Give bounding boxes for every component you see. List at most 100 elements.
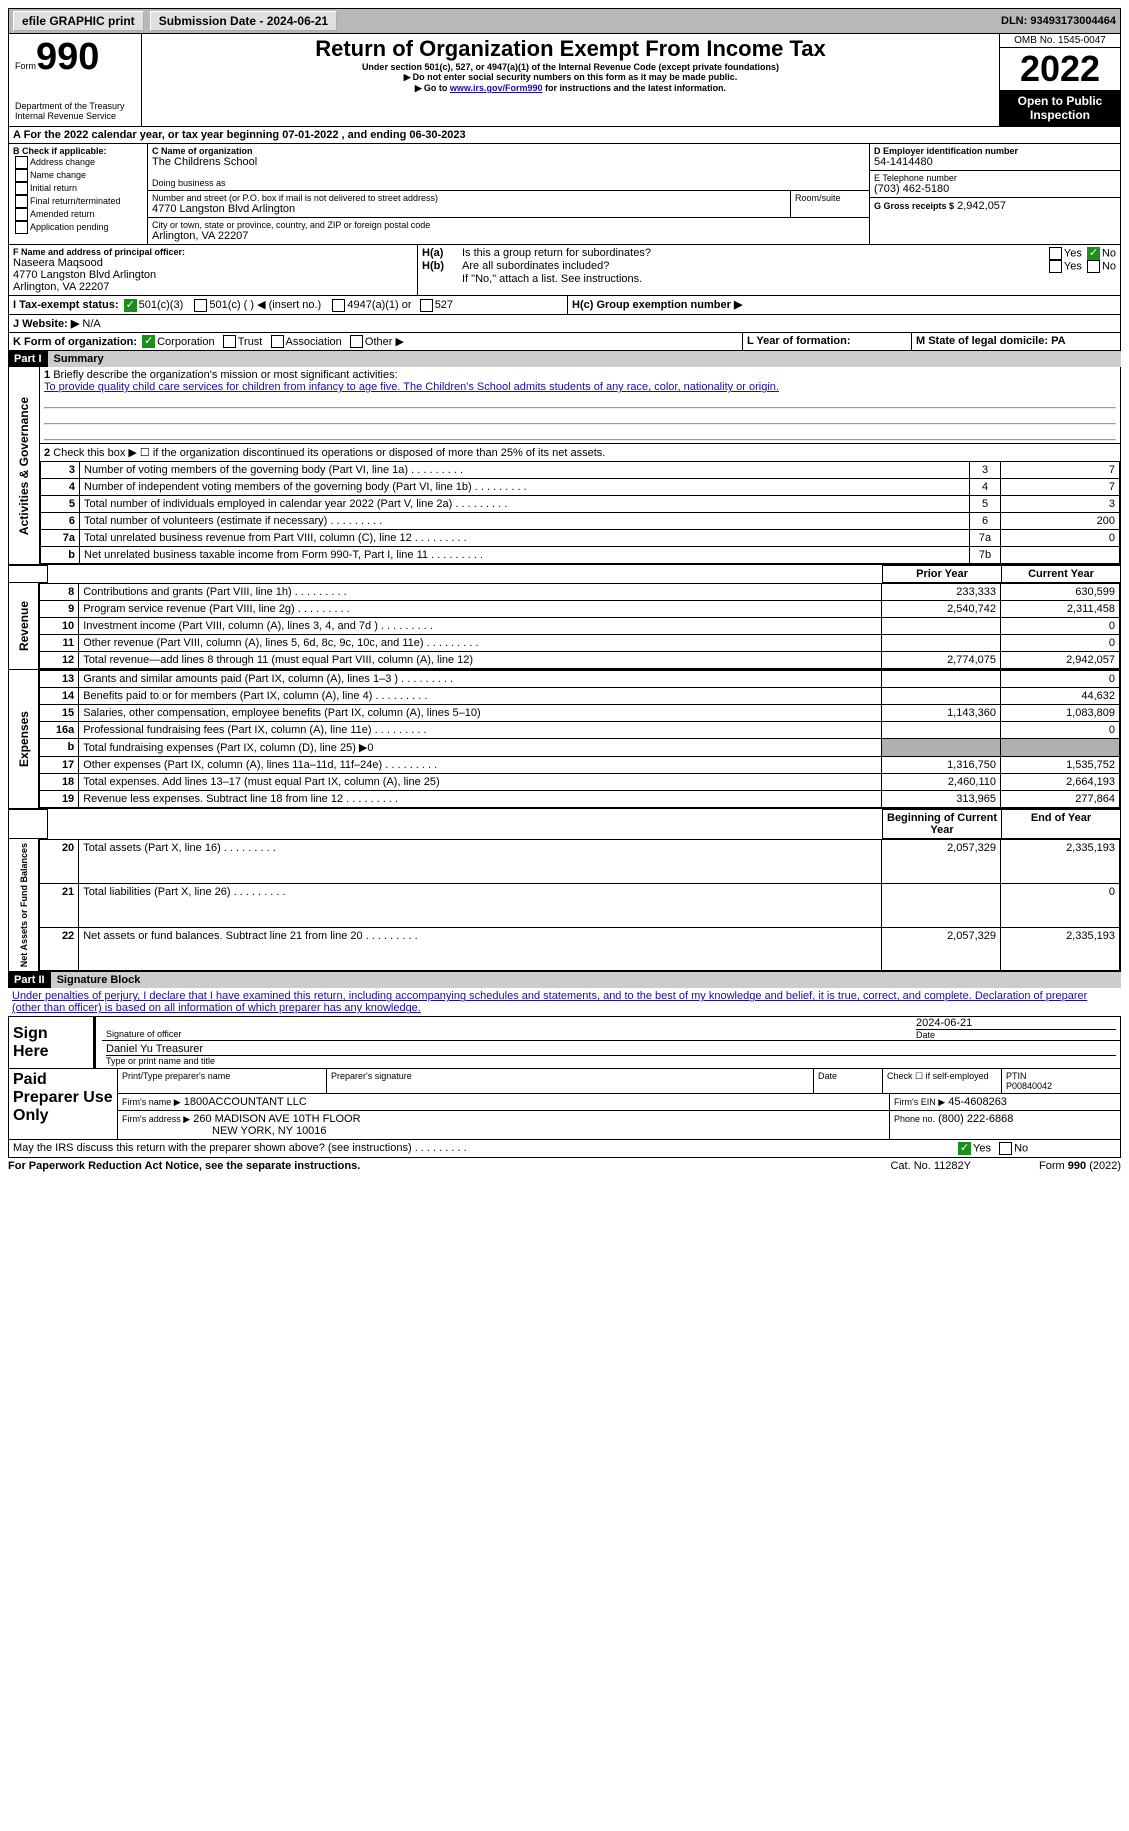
address-change-checkbox[interactable] — [15, 156, 28, 169]
line1-label: Briefly describe the organization's miss… — [53, 369, 397, 381]
omb-number: OMB No. 1545-0047 — [1000, 34, 1120, 48]
room-suite-label: Room/suite — [791, 191, 869, 217]
dba-label: Doing business as — [152, 178, 865, 188]
current-year-header: Current Year — [1002, 566, 1121, 583]
footer-mid: Cat. No. 11282Y — [890, 1160, 971, 1172]
part2-title: Signature Block — [51, 972, 1121, 988]
hb-no-checkbox[interactable] — [1087, 260, 1100, 273]
initial-return-checkbox[interactable] — [15, 182, 28, 195]
final-return-checkbox[interactable] — [15, 195, 28, 208]
goto-prefix: Go to — [415, 83, 450, 93]
firm-ein-label: Firm's EIN ▶ — [894, 1097, 945, 1107]
section-activities-label: Activities & Governance — [15, 393, 33, 539]
discuss-question: May the IRS discuss this return with the… — [9, 1140, 952, 1157]
sig-officer-label: Signature of officer — [106, 1029, 908, 1039]
trust-checkbox[interactable] — [223, 335, 236, 348]
officer-name: Naseera Maqsood — [13, 257, 413, 269]
governance-table: 3Number of voting members of the governi… — [40, 461, 1120, 564]
perjury-statement: Under penalties of perjury, I declare th… — [8, 988, 1121, 1016]
officer-address: 4770 Langston Blvd Arlington Arlington, … — [13, 269, 413, 293]
ha-yes-checkbox[interactable] — [1049, 247, 1062, 260]
hc-label: H(c) Group exemption number ▶ — [568, 296, 746, 314]
dept-label: Department of the Treasury Internal Reve… — [15, 101, 135, 121]
association-checkbox[interactable] — [271, 335, 284, 348]
ptin-label: PTIN — [1006, 1071, 1116, 1081]
gross-receipts-value: 2,942,057 — [957, 200, 1006, 212]
phone-label: Phone no. — [894, 1114, 935, 1124]
501c-checkbox[interactable] — [194, 299, 207, 312]
amended-return-checkbox[interactable] — [15, 208, 28, 221]
box-h: H(a) Is this a group return for subordin… — [418, 245, 1120, 295]
goto-suffix: for instructions and the latest informat… — [543, 83, 727, 93]
sign-here-label: Sign Here — [9, 1017, 87, 1068]
submission-date-button[interactable]: Submission Date - 2024-06-21 — [150, 11, 337, 31]
box-b-label: B Check if applicable: — [13, 146, 143, 156]
org-name: The Childrens School — [152, 156, 865, 168]
box-g-label: G Gross receipts $ — [874, 201, 954, 211]
firm-addr2: NEW YORK, NY 10016 — [212, 1125, 327, 1137]
box-e-label: E Telephone number — [874, 173, 1116, 183]
firm-name: 1800ACCOUNTANT LLC — [184, 1096, 307, 1108]
box-b: B Check if applicable: Address change Na… — [9, 144, 148, 244]
4947-checkbox[interactable] — [332, 299, 345, 312]
ptin-value: P00840042 — [1006, 1081, 1116, 1091]
sig-date-label: Date — [916, 1029, 1116, 1040]
ha-no-checkbox[interactable] — [1087, 247, 1100, 260]
part1-header: Part I Summary — [8, 351, 1121, 367]
footer-left: For Paperwork Reduction Act Notice, see … — [8, 1160, 890, 1172]
box-c-label: C Name of organization — [152, 146, 865, 156]
discuss-yes-checkbox[interactable] — [958, 1142, 971, 1155]
paid-preparer-label: Paid Preparer Use Only — [9, 1069, 118, 1139]
form-number: 990 — [36, 36, 99, 78]
ssn-warning: Do not enter social security numbers on … — [148, 72, 993, 83]
box-l: L Year of formation: — [743, 333, 912, 351]
firm-ein: 45-4608263 — [948, 1096, 1007, 1108]
part1-label: Part I — [8, 351, 48, 367]
box-i: I Tax-exempt status: 501(c)(3) 501(c) ( … — [9, 296, 568, 314]
discuss-no-checkbox[interactable] — [999, 1142, 1012, 1155]
box-deg: D Employer identification number 54-1414… — [870, 144, 1120, 244]
form-header: Form990 Department of the Treasury Inter… — [8, 34, 1121, 127]
form-subtitle: Under section 501(c), 527, or 4947(a)(1)… — [148, 62, 993, 72]
part1-title: Summary — [48, 351, 1121, 367]
line2-label: Check this box ▶ ☐ if the organization d… — [53, 447, 605, 459]
section-net-label: Net Assets or Fund Balances — [17, 839, 31, 971]
end-year-header: End of Year — [1002, 810, 1121, 839]
box-k: K Form of organization: Corporation Trus… — [9, 333, 743, 351]
form990-link[interactable]: www.irs.gov/Form990 — [450, 83, 543, 93]
preparer-name-label: Print/Type preparer's name — [118, 1069, 327, 1093]
hb-yes-checkbox[interactable] — [1049, 260, 1062, 273]
527-checkbox[interactable] — [420, 299, 433, 312]
part2-header: Part II Signature Block — [8, 972, 1121, 988]
box-c: C Name of organization The Childrens Sch… — [148, 144, 870, 244]
name-change-checkbox[interactable] — [15, 169, 28, 182]
top-toolbar: efile GRAPHIC print Submission Date - 20… — [8, 8, 1121, 34]
box-i-label: I Tax-exempt status: — [13, 299, 119, 311]
sig-date-value: 2024-06-21 — [916, 1017, 1116, 1029]
printed-name-label: Type or print name and title — [106, 1055, 1116, 1066]
form-label: Form — [15, 61, 36, 71]
hb-note: If "No," attach a list. See instructions… — [462, 273, 1116, 285]
preparer-sig-label: Preparer's signature — [327, 1069, 814, 1093]
footer-right: Form 990 (2022) — [971, 1160, 1121, 1172]
self-employed-check[interactable]: Check ☐ if self-employed — [883, 1069, 1002, 1093]
efile-print-button[interactable]: efile GRAPHIC print — [13, 11, 144, 31]
net-assets-table: 20Total assets (Part X, line 16)2,057,32… — [39, 839, 1120, 971]
org-address: 4770 Langston Blvd Arlington — [152, 203, 786, 215]
corporation-checkbox[interactable] — [142, 335, 155, 348]
preparer-date-label: Date — [814, 1069, 883, 1093]
revenue-table: 8Contributions and grants (Part VIII, li… — [39, 583, 1120, 669]
firm-addr1: 260 MADISON AVE 10TH FLOOR — [193, 1113, 360, 1125]
mission-text[interactable]: To provide quality child care services f… — [44, 381, 779, 393]
501c3-checkbox[interactable] — [124, 299, 137, 312]
city-label: City or town, state or province, country… — [152, 220, 865, 230]
section-revenue-label: Revenue — [15, 597, 33, 655]
tax-year: 2022 — [1000, 48, 1120, 90]
box-f-label: F Name and address of principal officer: — [13, 247, 413, 257]
line-a: A For the 2022 calendar year, or tax yea… — [8, 127, 1121, 144]
telephone-value: (703) 462-5180 — [874, 183, 1116, 195]
box-k-label: K Form of organization: — [13, 336, 137, 348]
firm-name-label: Firm's name ▶ — [122, 1097, 181, 1107]
other-checkbox[interactable] — [350, 335, 363, 348]
application-pending-checkbox[interactable] — [15, 221, 28, 234]
